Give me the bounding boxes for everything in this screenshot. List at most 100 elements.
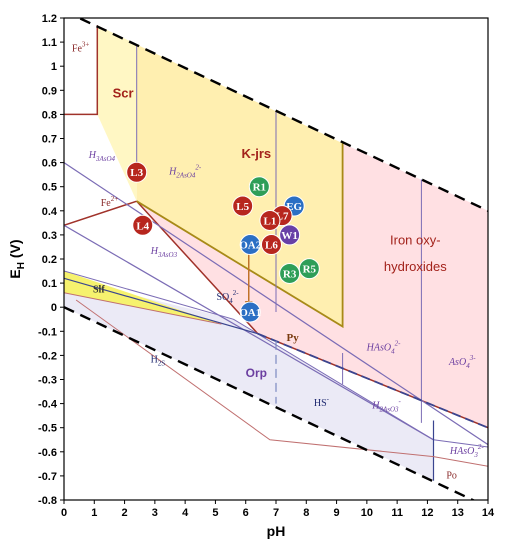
- region-label: H2AsO3-: [371, 397, 401, 413]
- region-label: Orp: [246, 366, 267, 380]
- y-tick-label: -0.7: [38, 471, 57, 483]
- x-tick-label: 12: [421, 507, 433, 519]
- x-tick-label: 10: [361, 507, 373, 519]
- region-label: H3AsO4: [88, 150, 116, 163]
- region-label-superscript: 2+: [111, 195, 119, 203]
- y-tick-label: 0: [51, 302, 57, 314]
- sample-point-l3: L3: [127, 162, 147, 182]
- region-label-text: HAsO: [366, 343, 391, 354]
- region-label: H2S: [151, 355, 166, 368]
- x-tick-label: 11: [391, 507, 403, 519]
- region-label-superscript: 2-: [395, 340, 402, 348]
- y-tick-label: 0.3: [42, 230, 57, 242]
- y-tick-label: -0.1: [38, 326, 57, 338]
- region-label-text: Fe: [101, 198, 112, 209]
- region-label-subscript: 2AsO3: [379, 405, 399, 413]
- sample-point-label: W1: [281, 230, 298, 242]
- region-label: Scr: [113, 86, 134, 101]
- region-label-text: AsO: [448, 357, 466, 368]
- y-tick-label: 0.1: [42, 278, 57, 290]
- y-tick-label: -0.4: [38, 399, 58, 411]
- region-label-text: HAsO: [449, 446, 474, 457]
- region-label: HAsO32-: [449, 443, 484, 459]
- region-label: Slf: [93, 285, 105, 296]
- region-label-text: HS: [314, 398, 327, 409]
- x-axis-title: pH: [267, 523, 286, 539]
- y-axis-title-main: E: [7, 269, 23, 278]
- region-label-text: Slf: [93, 285, 105, 296]
- x-tick-label: 6: [243, 507, 249, 519]
- y-axis-title: EH (V): [7, 239, 27, 278]
- region-label: Iron oxy-: [390, 233, 441, 248]
- y-tick-label: -0.5: [38, 423, 57, 435]
- y-tick-label: 0.6: [42, 158, 57, 170]
- x-tick-label: 8: [303, 507, 309, 519]
- region-label-text: Fe: [72, 44, 83, 55]
- x-tick-label: 9: [334, 507, 340, 519]
- y-tick-label: 0.2: [42, 254, 57, 266]
- region-label-superscript: 2-: [195, 164, 202, 172]
- region-label-subscript: 2AsO4: [176, 172, 196, 180]
- y-tick-label: 0.7: [42, 134, 57, 146]
- region-label-subscript: 3AsO4: [95, 155, 116, 163]
- sample-point-label: L5: [236, 201, 249, 213]
- region-label: H3AsO3: [150, 246, 178, 259]
- sample-point-label: OA1: [239, 307, 261, 319]
- region-label-text: hydroxides: [384, 259, 447, 274]
- region-label-subscript: 4: [466, 362, 470, 370]
- region-label: Po: [446, 470, 457, 481]
- y-tick-label: 1.1: [42, 37, 57, 49]
- region-label-text: Orp: [246, 366, 267, 380]
- y-axis-title-sub: H: [16, 262, 27, 269]
- region-label-superscript: 2-: [478, 443, 485, 451]
- x-tick-label: 2: [122, 507, 128, 519]
- region-label-text: Scr: [113, 86, 134, 101]
- y-tick-label: 0.9: [42, 85, 57, 97]
- region-label-subscript: 4: [391, 348, 395, 356]
- region-label: K-jrs: [242, 146, 272, 161]
- y-tick-label: 0.5: [42, 182, 57, 194]
- x-tick-label: 1: [91, 507, 97, 519]
- region-label-subscript: 2S: [158, 360, 166, 368]
- sample-point-l1: L1: [260, 210, 280, 230]
- y-tick-label: 0.8: [42, 109, 57, 121]
- region-label-subscript: 3: [473, 451, 478, 459]
- sample-point-label: R3: [283, 268, 297, 280]
- x-tick-label: 14: [482, 507, 495, 519]
- y-axis-title-unit: (V): [7, 239, 23, 262]
- sample-point-w1: W1: [280, 225, 300, 245]
- sample-point-label: R1: [253, 182, 266, 194]
- region-label-superscript: 3-: [469, 354, 477, 362]
- region-label-subscript: 4: [229, 297, 233, 305]
- region-label: hydroxides: [384, 259, 447, 274]
- sample-point-l6: L6: [261, 235, 281, 255]
- sample-point-label: R5: [303, 264, 317, 276]
- y-tick-label: 0.4: [42, 206, 58, 218]
- x-tick-label: 0: [61, 507, 67, 519]
- x-tick-label: 5: [212, 507, 218, 519]
- sample-point-r1: R1: [249, 177, 269, 197]
- sample-point-l4: L4: [133, 215, 153, 235]
- sample-point-label: L1: [264, 215, 277, 227]
- sample-point-label: L4: [136, 220, 149, 232]
- region-label-superscript: 2-: [233, 289, 240, 297]
- region-label-subscript: 3AsO3: [157, 251, 178, 259]
- region-label-text: K-jrs: [242, 146, 272, 161]
- sample-point-r5: R5: [299, 259, 319, 279]
- boundary-line: [64, 25, 97, 114]
- region-label-text: SO: [216, 292, 229, 303]
- sample-point-label: OA2: [239, 240, 262, 252]
- y-tick-label: 1.2: [42, 13, 57, 25]
- x-tick-label: 13: [452, 507, 464, 519]
- y-tick-label: -0.8: [38, 495, 57, 507]
- region-label-superscript: -: [399, 397, 402, 405]
- x-tick-label: 7: [273, 507, 279, 519]
- y-tick-label: -0.3: [38, 375, 57, 387]
- x-tick-label: 3: [152, 507, 158, 519]
- region-label-superscript: 3+: [82, 41, 90, 49]
- region-label-text: Iron oxy-: [390, 233, 441, 248]
- region-label: Fe2+: [101, 195, 119, 209]
- sample-point-label: L6: [265, 240, 278, 252]
- y-tick-label: 1: [51, 61, 57, 73]
